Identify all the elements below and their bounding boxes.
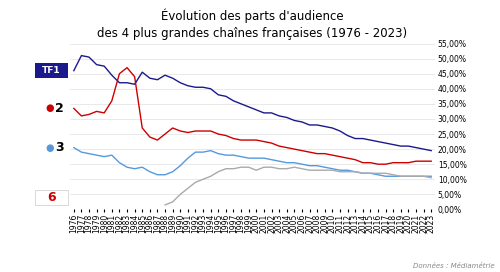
Title: Évolution des parts d'audience
des 4 plus grandes chaînes françaises (1976 - 202: Évolution des parts d'audience des 4 plu… [98,8,407,39]
Text: 6: 6 [47,191,56,204]
Text: 3: 3 [55,141,64,154]
Text: TF1: TF1 [42,66,60,75]
Text: 2: 2 [55,102,64,115]
Text: ●: ● [46,143,54,153]
Text: ●: ● [46,103,54,113]
Text: Données : Médiamétrie: Données : Médiamétrie [414,263,495,269]
